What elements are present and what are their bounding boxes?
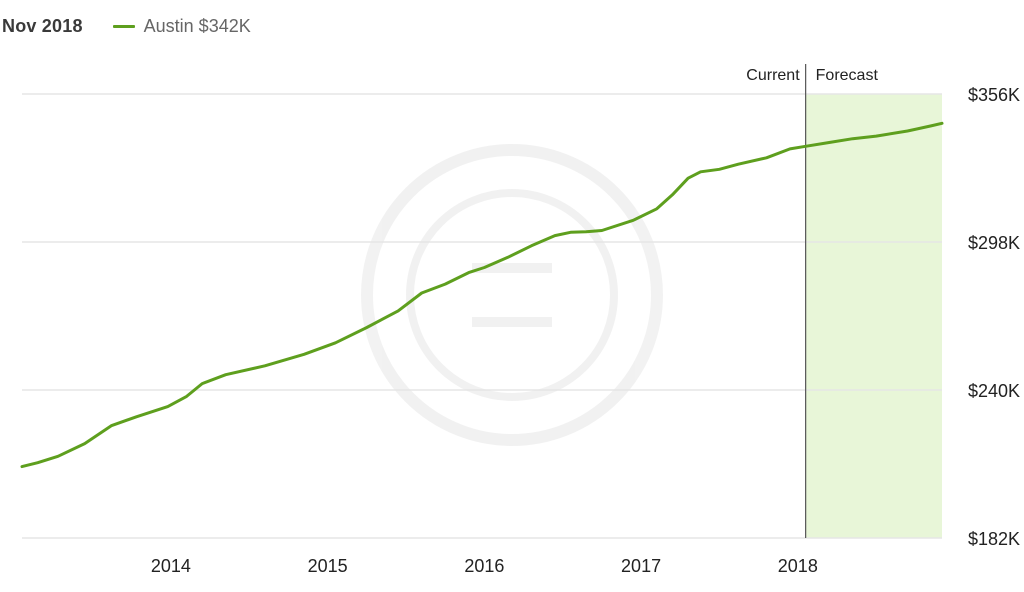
x-tick-label: 2016 — [464, 556, 504, 576]
grid-lines — [22, 93, 942, 539]
x-axis-tick-labels: 2014 2015 2016 2017 2018 — [151, 556, 818, 576]
watermark-logo-icon — [361, 144, 663, 446]
y-tick-label: $240K — [968, 381, 1020, 401]
x-tick-label: 2018 — [778, 556, 818, 576]
y-tick-label: $298K — [968, 233, 1020, 253]
chart-header: Nov 2018 Austin $342K — [2, 14, 251, 38]
series-line-austin — [20, 121, 944, 469]
forecast-label: Forecast — [816, 67, 879, 84]
legend-label: Austin $342K — [143, 15, 251, 36]
legend-line-swatch-icon — [112, 24, 135, 28]
x-tick-label: 2014 — [151, 556, 191, 576]
current-date-label: Nov 2018 — [2, 15, 83, 36]
forecast-region — [805, 94, 942, 538]
series-group — [20, 121, 944, 469]
legend-entry-austin[interactable]: Austin $342K — [112, 15, 251, 37]
x-tick-label: 2017 — [621, 556, 661, 576]
y-tick-label: $182K — [968, 529, 1020, 549]
y-tick-label: $356K — [968, 85, 1020, 105]
y-axis-tick-labels: $356K $298K $240K $182K — [968, 85, 1020, 549]
x-tick-label: 2015 — [308, 556, 348, 576]
current-label: Current — [746, 67, 800, 84]
